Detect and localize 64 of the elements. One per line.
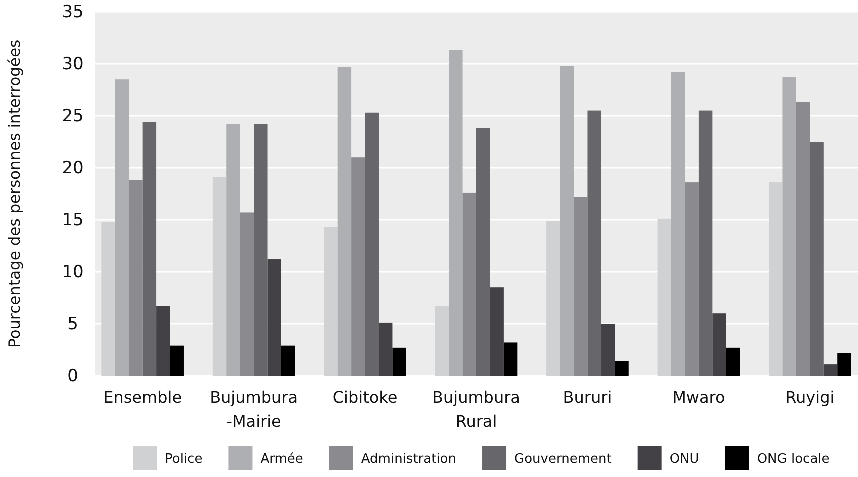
legend-label: Armée bbox=[260, 452, 304, 467]
bar bbox=[672, 72, 686, 376]
y-tick-label: 25 bbox=[62, 106, 84, 126]
bar bbox=[685, 182, 699, 376]
y-tick-label: 20 bbox=[62, 158, 84, 178]
bar bbox=[268, 260, 282, 376]
bar bbox=[810, 142, 824, 376]
bar bbox=[601, 324, 616, 376]
bar bbox=[324, 227, 338, 376]
bar bbox=[712, 314, 726, 376]
bar bbox=[365, 112, 379, 376]
bar bbox=[115, 80, 130, 376]
bar bbox=[658, 218, 672, 376]
x-tick-label: Mwaro bbox=[672, 388, 726, 407]
bar bbox=[281, 346, 296, 376]
x-tick-label: Cibitoke bbox=[332, 388, 398, 407]
bar bbox=[352, 158, 366, 376]
x-tick-label: Bururi bbox=[563, 388, 612, 407]
x-tick-label: Bujumbura -Mairie bbox=[210, 388, 298, 431]
bar bbox=[435, 306, 450, 376]
bar bbox=[824, 364, 838, 376]
bar bbox=[476, 128, 490, 376]
bar bbox=[462, 192, 476, 376]
bar bbox=[560, 66, 574, 376]
x-tick-label: Ruyigi bbox=[786, 388, 835, 407]
bar bbox=[698, 110, 713, 376]
y-tick-label: 10 bbox=[62, 262, 84, 282]
y-axis-title: Pourcentage des personnes interrogées bbox=[6, 40, 24, 348]
bar bbox=[588, 110, 602, 376]
bar bbox=[254, 124, 268, 376]
bar bbox=[392, 348, 406, 376]
legend-label: Police bbox=[165, 452, 203, 467]
bar bbox=[615, 361, 629, 376]
bar bbox=[338, 67, 352, 376]
legend-label: ONU bbox=[670, 452, 700, 467]
y-tick-label: 35 bbox=[62, 2, 84, 22]
bar bbox=[142, 122, 157, 376]
bar bbox=[782, 78, 796, 376]
y-tick-label: 5 bbox=[68, 314, 78, 334]
bar bbox=[490, 288, 504, 376]
bar bbox=[504, 342, 518, 376]
bar bbox=[546, 221, 560, 376]
bar bbox=[378, 322, 393, 376]
bar bbox=[102, 222, 116, 376]
bar bbox=[170, 346, 184, 376]
bar bbox=[769, 182, 783, 376]
bar bbox=[156, 306, 170, 376]
legend-label: ONG locale bbox=[757, 452, 830, 467]
bar bbox=[212, 177, 227, 376]
bar bbox=[129, 180, 143, 376]
y-tick-label: 0 bbox=[68, 366, 78, 386]
legend-label: Gouvernement bbox=[514, 452, 612, 467]
x-tick-label: Ensemble bbox=[104, 388, 182, 407]
bar bbox=[726, 348, 740, 376]
bar bbox=[796, 102, 810, 376]
bar bbox=[838, 353, 852, 376]
y-tick-label: 15 bbox=[62, 210, 84, 230]
legend-label: Administration bbox=[361, 452, 457, 467]
y-tick-label: 30 bbox=[62, 54, 84, 74]
bar bbox=[226, 124, 240, 376]
bar bbox=[449, 50, 463, 376]
bar bbox=[574, 197, 588, 376]
bar bbox=[240, 212, 254, 376]
x-tick-label: Bujumbura Rural bbox=[432, 388, 520, 431]
